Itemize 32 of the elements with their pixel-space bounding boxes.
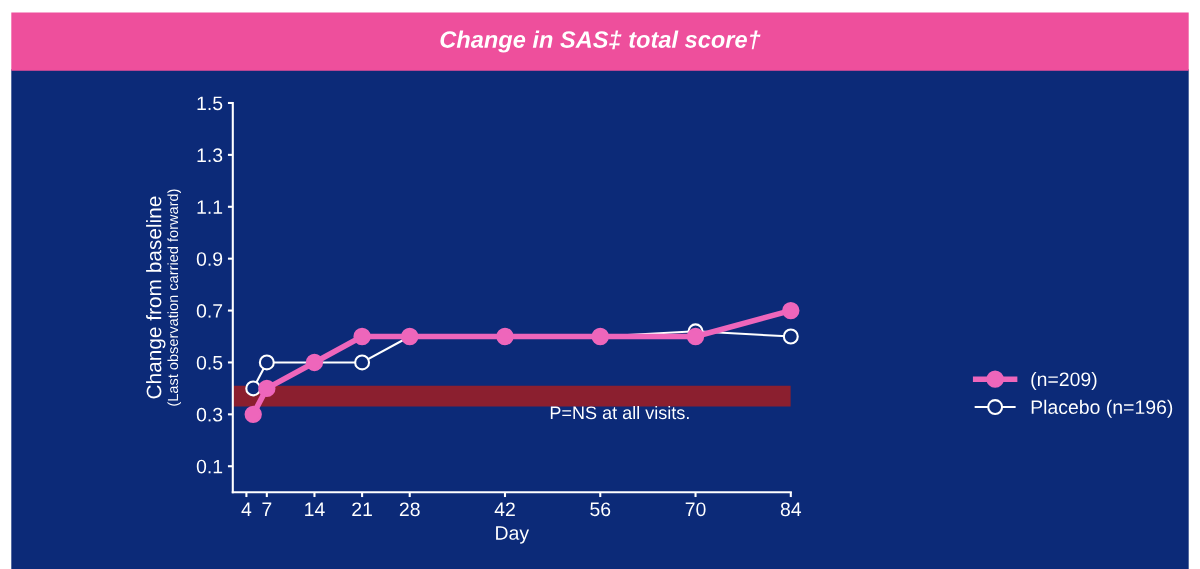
legend-label: Placebo (n=196) [1031,399,1173,418]
point [353,327,371,346]
x-tick-label: 70 [685,502,706,517]
x-tick-label: 14 [305,502,325,516]
y-tick-label: 1.5 [197,96,223,111]
point [686,327,705,346]
y-tick-label: 1.3 [197,148,223,163]
y-tick-label: 0.9 [196,252,223,266]
point [244,405,262,424]
x-tick-label: 84 [780,502,802,517]
text: (Last observation carried forward) [167,189,181,406]
x-tick-label: 7 [262,502,272,516]
legend-label: (n=209) [1031,371,1097,391]
point [258,379,276,398]
y-tick-label: 0.1 [196,459,223,474]
x-tick-label: 4 [241,502,252,516]
y-axis-title: Change from baseline [146,196,166,399]
y-tick-label: 1.1 [197,200,223,214]
point [782,328,799,345]
x-axis-title: Day [496,526,530,544]
x-tick-label: 21 [352,502,372,516]
x-tick-label: 28 [399,502,420,517]
annotation: P=NS at all visits. [550,405,689,420]
x-tick-label: 42 [494,502,515,516]
chart-title: Change in SAS‡ total score† [440,30,761,53]
y-tick-label: 0.5 [196,355,223,370]
point [782,301,800,320]
y-tick-label: 0.7 [196,304,223,318]
y-tick-label: 0.3 [196,407,223,422]
point [354,354,371,371]
point [258,354,275,371]
x-tick-label: 56 [590,502,611,517]
